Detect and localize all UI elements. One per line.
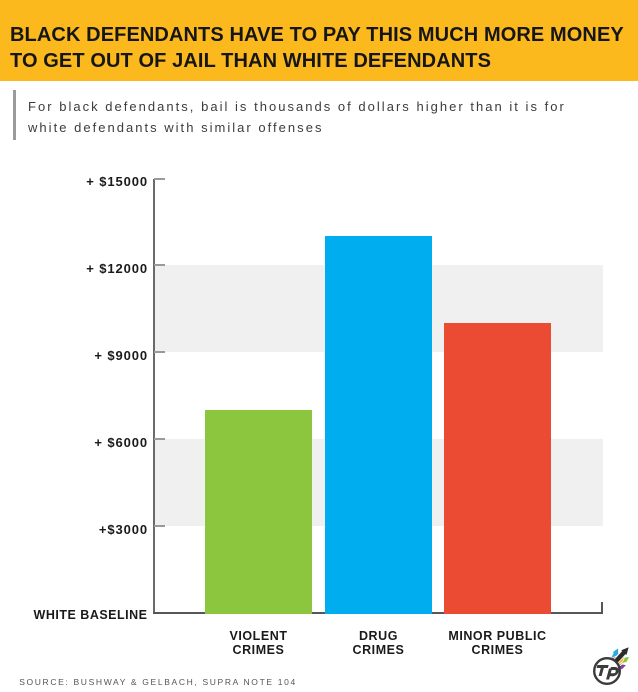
category-label-violent-crimes: VIOLENT CRIMES [229,629,288,658]
subtitle-line-2: white defendants with similar offenses [28,119,324,135]
y-tick-label-3000: +$3000 [98,521,148,537]
subtitle-line-1: For black defendants, bail is thousands … [28,99,566,114]
y-tick-15000 [154,177,165,180]
y-tick-label-12000: + $12000 [86,260,148,276]
logo-monogram: TP [596,665,619,680]
x-axis-end-tick [601,602,603,613]
category-label-minor-public-crimes: MINOR PUBLIC CRIMES [448,629,547,658]
y-tick-label-9000: + $9000 [94,347,148,363]
bar-violent-crimes [205,410,312,615]
y-tick-3000 [154,525,165,528]
title-line-2: TO GET OUT OF JAIL THAN WHITE DEFENDANTS [10,50,492,72]
y-axis-line [153,178,155,613]
y-tick-label-15000: + $15000 [86,173,148,189]
title-line-1: BLACK DEFENDANTS HAVE TO PAY THIS MUCH M… [10,24,624,46]
page-title: BLACK DEFENDANTS HAVE TO PAY THIS MUCH M… [10,22,624,74]
source-note: SOURCE: BUSHWAY & GELBACH, SUPRA NOTE 10… [19,677,297,687]
logo-circle [592,657,622,686]
baseline-label: WHITE BASELINE [33,608,148,623]
thinkprogress-logo: TP [592,646,631,686]
bar-drug-crimes [325,236,432,615]
y-tick-label-6000: + $6000 [94,434,148,450]
chart-subtitle: For black defendants, bail is thousands … [13,90,566,140]
header-band: BLACK DEFENDANTS HAVE TO PAY THIS MUCH M… [0,0,638,81]
y-tick-6000 [154,438,165,441]
category-label-drug-crimes: DRUG CRIMES [352,629,405,658]
y-tick-12000 [154,264,165,267]
logo-letter-p [606,667,619,680]
bar-minor-public-crimes [444,323,551,615]
logo-letter-t [596,665,609,676]
y-tick-9000 [154,351,165,354]
